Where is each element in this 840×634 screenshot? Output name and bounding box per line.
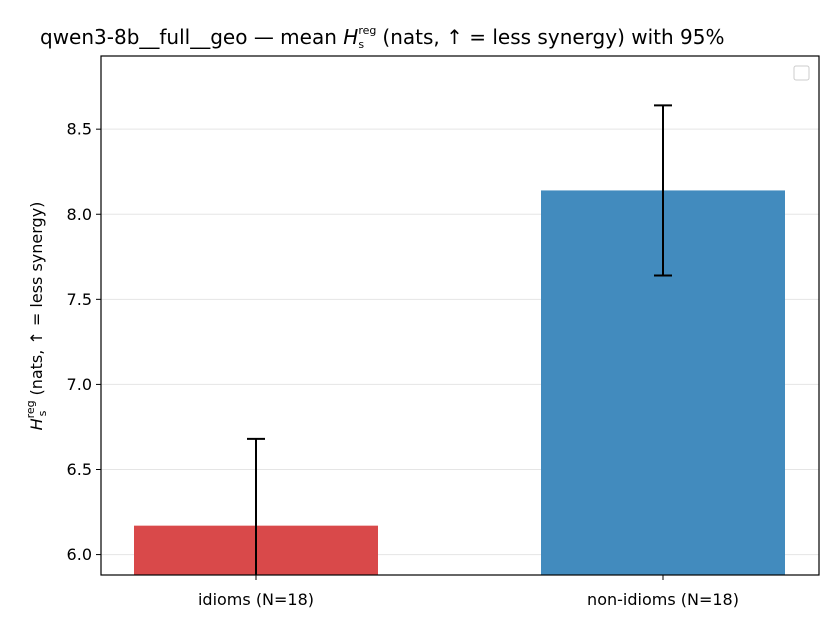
title-subscript: s <box>358 38 364 51</box>
title-variable: H <box>343 25 358 49</box>
error-bars <box>247 104 672 575</box>
y-tick-label: 6.0 <box>67 545 92 564</box>
y-axis-ticks: 6.0 6.5 7.0 7.5 8.0 8.5 <box>67 120 101 564</box>
ylabel-subscript: s <box>36 410 49 416</box>
y-tick-label: 6.5 <box>67 460 92 479</box>
x-axis-ticks: idioms (N=18) non-idioms (N=18) <box>198 575 739 609</box>
plot-frame <box>100 55 820 576</box>
y-axis-label: Hregs (nats, ↑ = less synergy) <box>24 202 49 431</box>
y-tick-label: 7.5 <box>67 290 92 309</box>
y-tick-label: 7.0 <box>67 375 92 394</box>
bars <box>134 190 785 575</box>
ylabel-superscript: reg <box>24 400 37 418</box>
y-tick-label: 8.5 <box>67 120 92 139</box>
title-superscript: reg <box>358 24 376 37</box>
chart-title: qwen3-8b__full__geo — mean Hreg s (nats, … <box>40 24 724 51</box>
y-tick-label: 8.0 <box>67 205 92 224</box>
title-suffix: (nats, ↑ = less synergy) with 95% <box>376 25 724 49</box>
ylabel-variable: H <box>27 418 46 430</box>
x-tick-label: idioms (N=18) <box>198 590 314 609</box>
x-tick-label: non-idioms (N=18) <box>587 590 739 609</box>
legend-box <box>793 65 810 81</box>
title-prefix: qwen3-8b__full__geo — mean <box>40 25 343 49</box>
ylabel-suffix: (nats, ↑ = less synergy) <box>27 202 46 401</box>
